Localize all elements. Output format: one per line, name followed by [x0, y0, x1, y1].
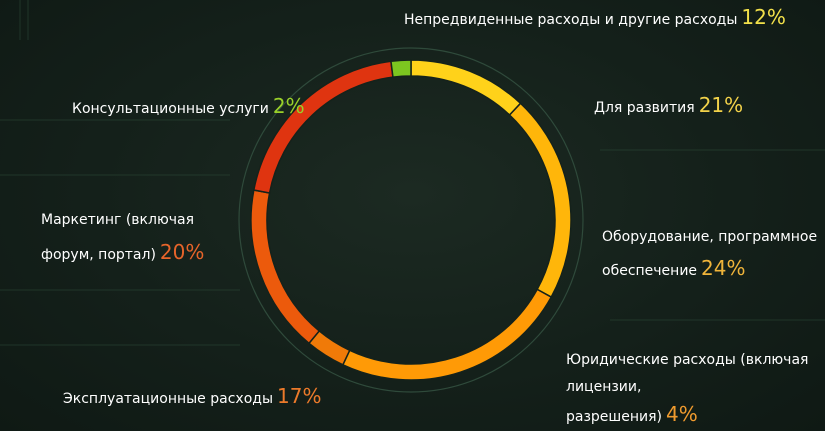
- label-marketing: Маркетинг (включая форум, портал) 20%: [41, 204, 204, 271]
- label-operational: Эксплуатационные расходы 17%: [63, 382, 321, 414]
- label-legal-line3: разрешения): [566, 409, 662, 425]
- label-equipment-line2: обеспечение: [602, 263, 698, 279]
- label-consulting: Консультационные услуги 2%: [72, 92, 305, 124]
- label-marketing-line1: Маркетинг (включая: [41, 212, 195, 228]
- label-legal: Юридические расходы (включая лицензии, р…: [566, 347, 808, 431]
- label-contingency: Непредвиденные расходы и другие расходы 1…: [404, 3, 786, 35]
- label-marketing-pct: 20%: [159, 240, 205, 264]
- label-legal-line1: Юридические расходы (включая: [566, 352, 809, 368]
- label-operational-pct: 17%: [277, 384, 322, 408]
- label-marketing-line2: форум, портал): [41, 247, 156, 263]
- label-contingency-text: Непредвиденные расходы и другие расходы: [404, 12, 738, 28]
- label-contingency-pct: 12%: [741, 5, 786, 29]
- label-legal-pct: 4%: [665, 402, 698, 426]
- donut-slice-4: [250, 189, 321, 345]
- label-legal-line2: лицензии,: [566, 379, 642, 395]
- label-consulting-text: Консультационные услуги: [72, 101, 269, 117]
- label-equipment: Оборудование, программное обеспечение 24%: [602, 222, 817, 287]
- label-consulting-pct: 2%: [272, 94, 305, 118]
- outer-guide-ring: [238, 47, 584, 393]
- label-equipment-line1: Оборудование, программное: [602, 229, 818, 245]
- donut-slice-6: [390, 59, 412, 78]
- label-operational-text: Эксплуатационные расходы: [63, 391, 273, 407]
- donut-slice-5: [252, 60, 394, 194]
- donut-slice-0: [410, 59, 522, 117]
- label-development-text: Для развития: [594, 100, 695, 116]
- label-development: Для развития 21%: [594, 91, 743, 123]
- donut-slice-2: [341, 288, 553, 381]
- label-equipment-pct: 24%: [701, 256, 746, 280]
- label-development-pct: 21%: [698, 93, 744, 117]
- donut-slice-1: [508, 102, 572, 299]
